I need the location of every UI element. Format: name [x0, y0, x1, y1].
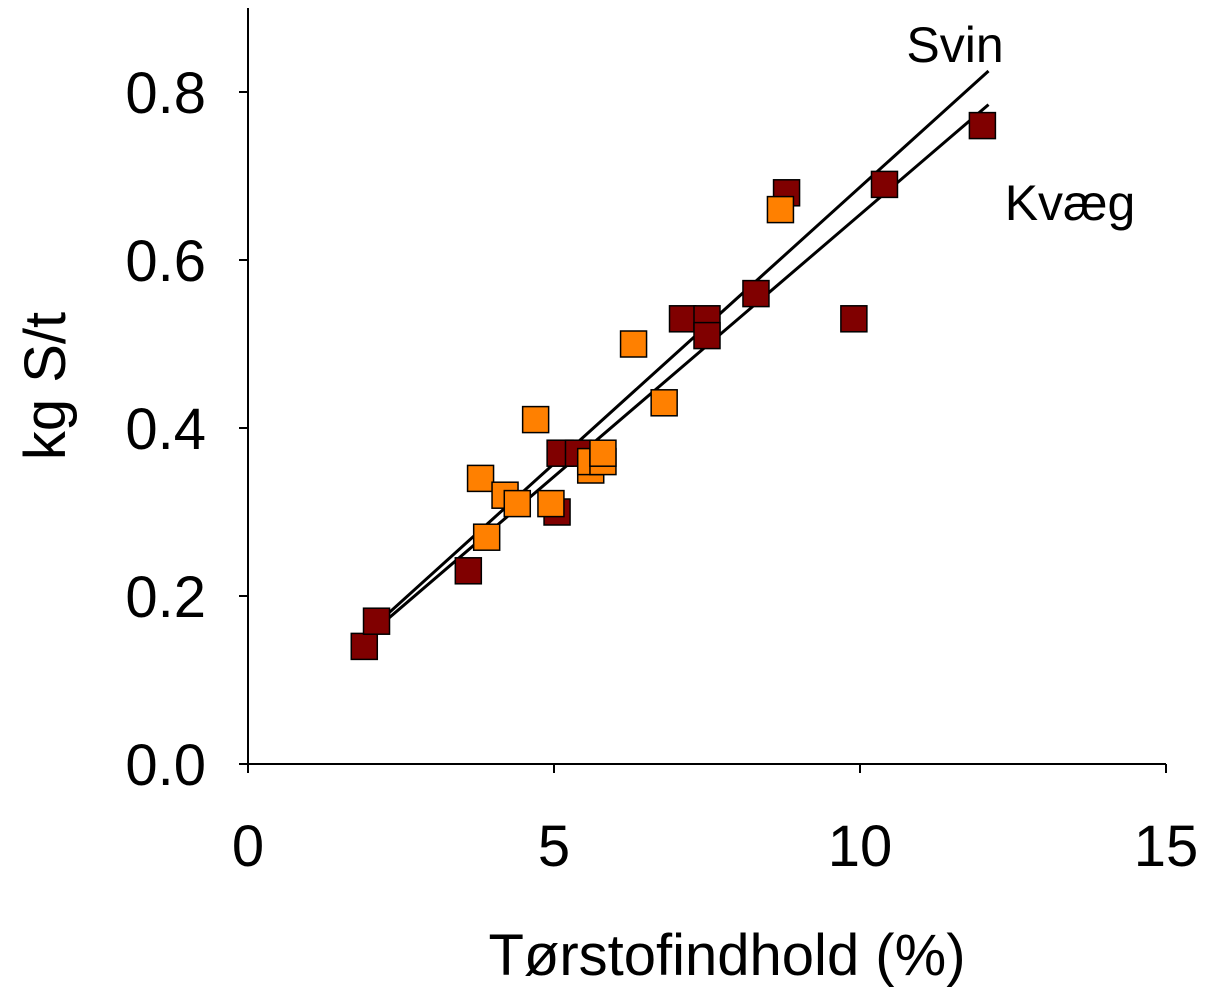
y-tick-label: 0.6 — [125, 229, 206, 294]
data-point-orange — [766, 195, 795, 224]
axes — [247, 8, 1166, 765]
data-point-dark — [870, 170, 899, 199]
data-point-orange — [472, 523, 501, 551]
data-point-orange — [619, 330, 648, 358]
data-point-dark — [742, 279, 770, 308]
data-point-dark — [968, 111, 997, 140]
data-point-orange — [650, 389, 678, 417]
y-tick-label: 0.8 — [125, 61, 206, 126]
annotation-kvaeg: Kvæg — [1005, 175, 1136, 231]
y-tick-label: 0.4 — [125, 397, 206, 462]
y-tick-label: 0.2 — [125, 565, 206, 630]
fit-line — [369, 69, 990, 631]
y-axis-title: kg S/t — [13, 312, 78, 460]
x-tick-label: 15 — [1134, 814, 1199, 879]
data-point-dark — [668, 305, 697, 333]
data-point-orange — [537, 489, 565, 518]
data-point-dark — [350, 632, 379, 661]
data-point-orange — [466, 464, 495, 493]
data-point-orange — [589, 439, 617, 467]
data-points — [350, 111, 997, 661]
x-axis-title: Tørstofindhold (%) — [488, 923, 965, 988]
data-point-dark — [693, 321, 721, 350]
data-point-dark — [454, 557, 483, 585]
annotation-svin: Svin — [906, 17, 1003, 73]
x-tick-label: 5 — [538, 814, 570, 879]
data-point-orange — [521, 405, 550, 434]
fit-lines — [369, 69, 990, 635]
x-tick-label: 10 — [828, 814, 893, 879]
tick-group: 0 5 10 15 0.0 0.2 0.4 0.6 0.8 — [125, 61, 1198, 879]
x-tick-label: 0 — [232, 814, 264, 879]
data-point-dark — [840, 305, 868, 333]
y-tick-label: 0.0 — [125, 733, 206, 798]
data-point-orange — [503, 489, 532, 518]
data-point-dark — [362, 607, 391, 635]
